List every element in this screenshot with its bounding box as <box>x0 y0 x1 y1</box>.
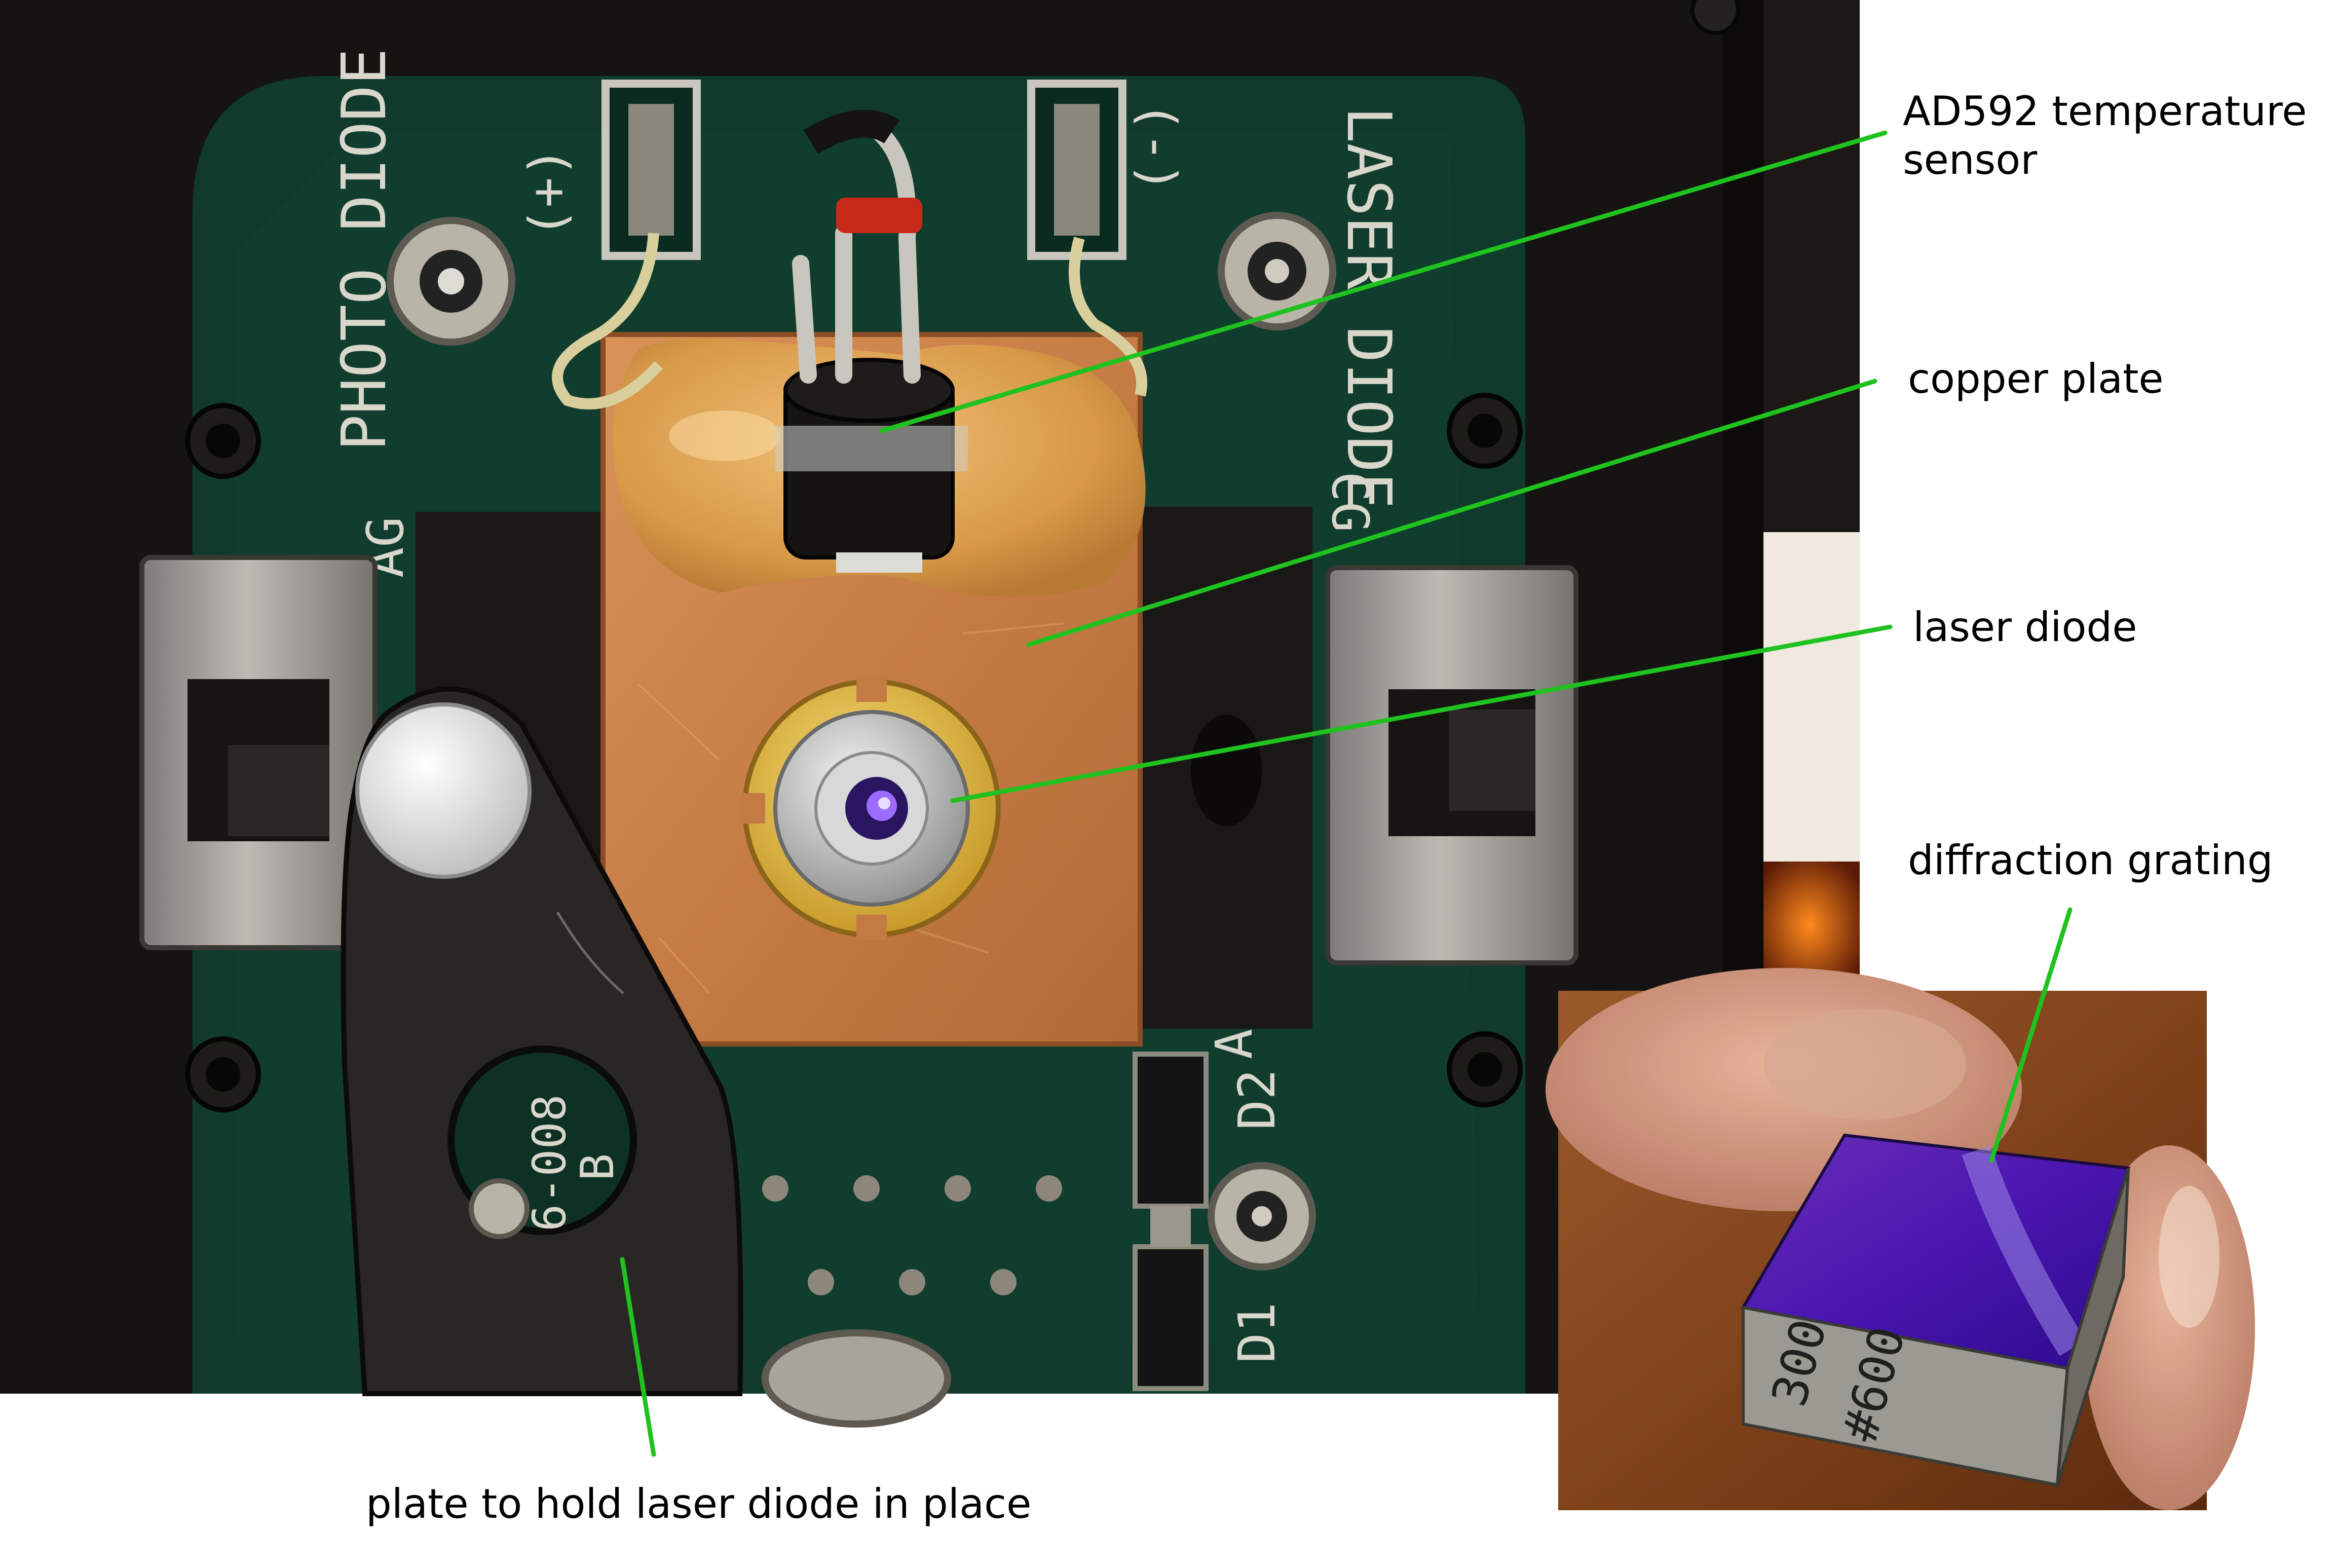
right-block-hole <box>1191 715 1262 826</box>
orange-flare <box>1758 862 1860 988</box>
pcb-text-cg: CG <box>1321 471 1380 532</box>
wire-minus <box>1069 237 1148 397</box>
screw-socket-icon <box>206 1057 240 1092</box>
label-temp-sensor-line2: sensor <box>1903 136 2038 183</box>
screw-socket-icon <box>1468 414 1502 448</box>
label-laser-diode: laser diode <box>1913 604 2137 651</box>
plate-scratch <box>556 911 624 994</box>
plus-terminal-metal <box>628 104 674 236</box>
header-pins <box>762 1175 1062 1295</box>
leader-temp-sensor <box>879 130 1888 433</box>
right-clamp-slider <box>1449 710 1535 811</box>
screw-socket-icon <box>1468 1052 1502 1087</box>
pcb-text-part-no-top: 6-008 <box>523 1094 576 1231</box>
finger-nail <box>1763 1009 1966 1120</box>
leader-laser-diode <box>950 624 1893 803</box>
label-diffraction-grating: diffraction grating <box>1908 837 2273 884</box>
screw-socket-icon <box>206 424 240 458</box>
label-copper-plate: copper plate <box>1908 355 2164 402</box>
pcb-text-photo-diode: PHOTO DIODE <box>329 48 400 451</box>
leader-grating <box>1989 907 2073 1163</box>
finger-right-highlight <box>2159 1186 2220 1328</box>
heat-shrink <box>803 109 900 154</box>
jack-pin-icon <box>1265 259 1289 283</box>
grating-inset: 300 #600 <box>1546 968 2255 1510</box>
wire-plus <box>552 233 663 409</box>
white-round-knob <box>355 702 532 879</box>
red-wire-insulation <box>836 198 922 233</box>
grating-right-face <box>2056 1168 2130 1485</box>
epoxy-highlight <box>669 410 780 461</box>
pcb-text-d1: D1 <box>1227 1302 1287 1363</box>
jack-pin-icon <box>438 268 464 294</box>
label-temp-sensor-line1: AD592 temperature <box>1903 88 2307 135</box>
leader-lines <box>620 130 2073 1457</box>
leader-copper-plate <box>1026 379 1877 647</box>
pcb-text-laser-diode: LASER DIODE <box>1333 106 1404 509</box>
pcb-text-minus: (-) <box>1128 101 1187 193</box>
bottom-screw <box>762 1329 951 1428</box>
to92-sensor-icon <box>775 358 968 573</box>
leader-holding-plate <box>620 1257 656 1457</box>
copper-scratches <box>637 622 1065 994</box>
d1-component <box>1133 1244 1209 1391</box>
minus-terminal-metal <box>1054 104 1100 236</box>
laser-diode-icon <box>740 677 1001 940</box>
pcb-text-plus: (+) <box>518 146 577 238</box>
enclosure-edge <box>1758 0 1860 532</box>
d2-d1-bridge <box>1150 1206 1191 1247</box>
jack-pin-icon <box>1252 1206 1272 1226</box>
left-clamp-slider <box>228 745 329 836</box>
through-hole-jack-icon <box>469 1178 530 1239</box>
pcb-text-part-no-bottom: B <box>571 1153 624 1181</box>
label-holding-plate: plate to hold laser diode in place <box>366 1480 1032 1527</box>
screw-hole-icon <box>1690 0 1740 35</box>
d2-component <box>1133 1052 1209 1209</box>
grating-reflection <box>1962 1145 2086 1356</box>
pcb-text-d2: D2 <box>1227 1069 1287 1130</box>
label-temp-sensor: AD592 temperature sensor <box>1903 87 2307 184</box>
